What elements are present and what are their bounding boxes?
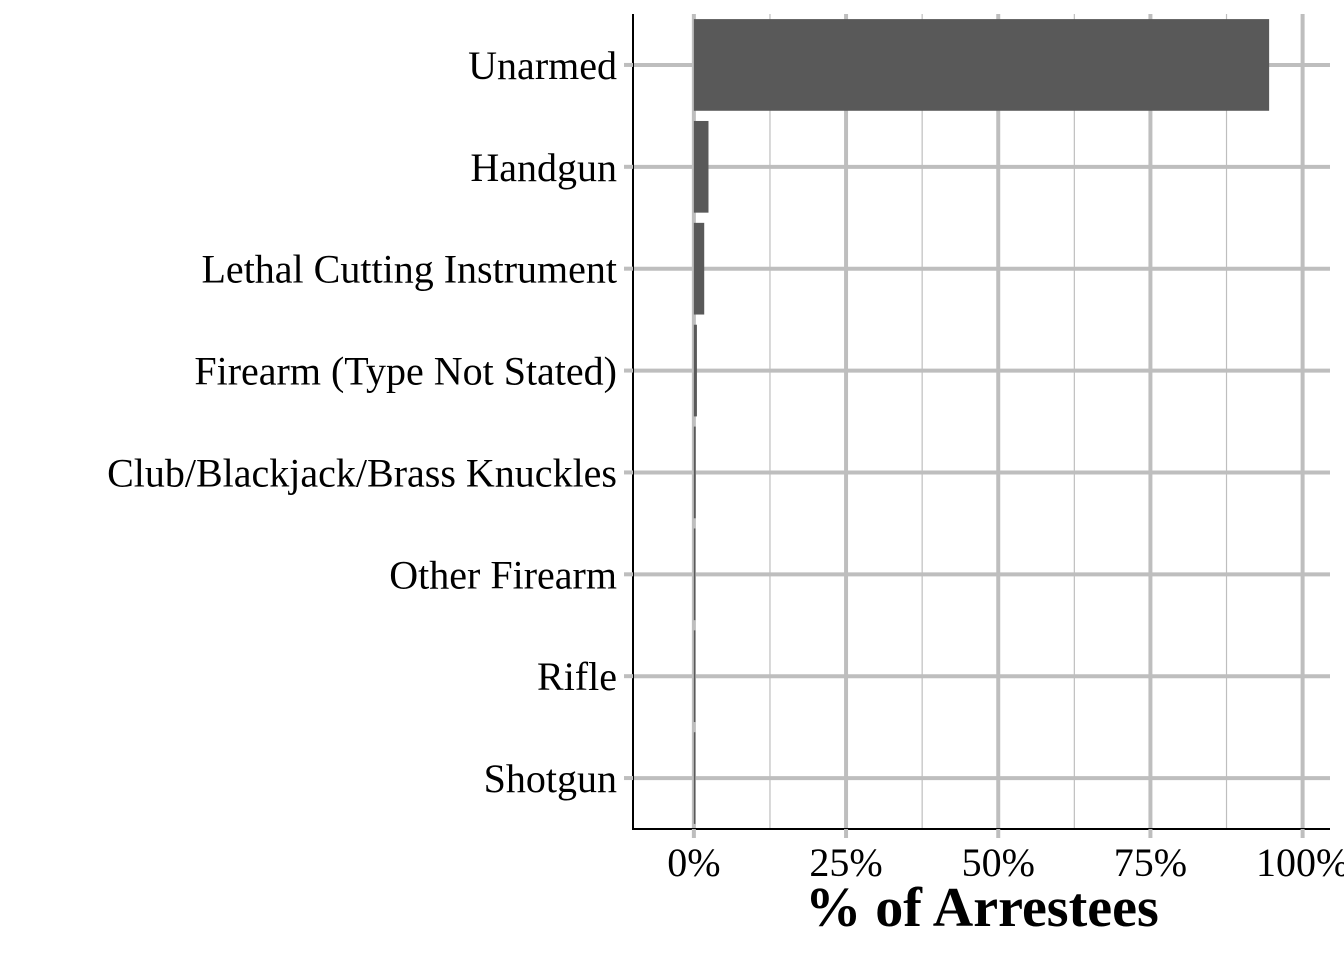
y-tick-label: Club/Blackjack/Brass Knuckles — [107, 450, 617, 495]
y-tick-label: Rifle — [537, 654, 617, 699]
bar-lethal-cutting-instrument — [693, 222, 705, 315]
minor-gridlines — [769, 14, 1228, 829]
y-axis-ticks: Unarmed Handgun Lethal Cutting Instrument F… — [107, 43, 633, 801]
x-tick-label: 25% — [809, 840, 882, 885]
y-tick-label: Lethal Cutting Instrument — [202, 247, 618, 292]
bars — [693, 19, 1270, 824]
major-gridlines — [633, 14, 1330, 829]
bar-handgun — [693, 120, 709, 213]
bar-firearm-type-not-stated — [693, 324, 697, 417]
x-tick-label: 0% — [667, 840, 720, 885]
y-tick-label: Shotgun — [484, 756, 617, 801]
y-tick-label: Other Firearm — [389, 552, 617, 597]
x-axis-ticks: 0% 25% 50% 75% 100% — [667, 829, 1344, 885]
axes — [632, 14, 1330, 830]
x-tick-label: 75% — [1114, 840, 1187, 885]
y-tick-label: Handgun — [470, 145, 617, 190]
x-tick-label: 100% — [1256, 840, 1344, 885]
y-tick-label: Firearm (Type Not Stated) — [194, 349, 617, 394]
bar-club-blackjack-brass-knuckles — [693, 426, 696, 519]
bar-other-firearm — [693, 528, 696, 621]
x-tick-label: 50% — [962, 840, 1035, 885]
x-axis-title: % of Arrestees — [805, 877, 1159, 939]
bar-unarmed — [693, 19, 1270, 111]
y-tick-label: Unarmed — [468, 43, 617, 88]
bar-shotgun — [693, 732, 696, 824]
bar-rifle — [693, 630, 696, 723]
